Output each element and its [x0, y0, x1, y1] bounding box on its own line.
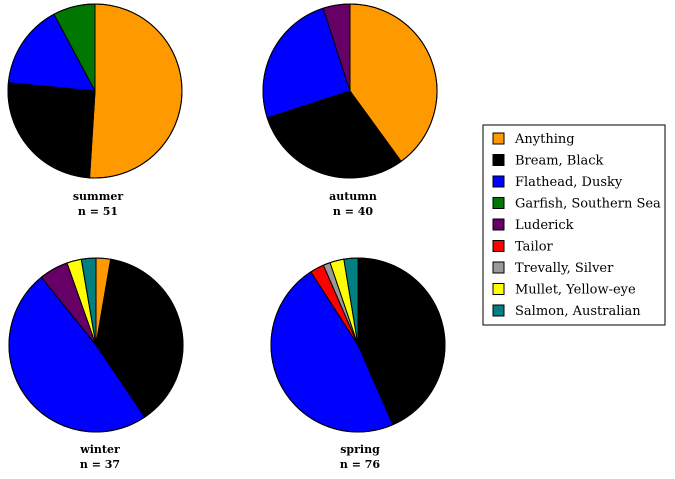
- pie-outline: [270, 257, 446, 433]
- legend-label: Flathead, Dusky: [515, 175, 623, 190]
- pie-title-spring: spring: [340, 443, 380, 456]
- legend-item: Anything: [492, 132, 575, 147]
- legend-swatch: [492, 261, 505, 274]
- legend-box: [482, 124, 666, 326]
- legend-item: Tailor: [492, 240, 554, 255]
- legend-label: Trevally, Silver: [515, 261, 614, 276]
- pie-n-spring: n = 76: [340, 458, 381, 471]
- legend-item: Salmon, Australian: [492, 304, 641, 319]
- pie-outline: [262, 3, 438, 179]
- pie-autumn: autumn n = 40: [262, 3, 438, 218]
- pie-slice-summer-anything: [89, 3, 183, 179]
- legend-swatch: [492, 197, 505, 209]
- pies-group: summer n = 51 autumn n = 40 winter n = 37 spri…: [7, 3, 446, 471]
- legend-label: Luderick: [515, 218, 574, 233]
- pie-title-summer: summer: [73, 190, 123, 203]
- legend-swatch: [492, 218, 505, 231]
- pie-outline: [8, 257, 184, 433]
- legend-label: Garfish, Southern Sea: [515, 197, 661, 212]
- legend-item: Mullet, Yellow-eye: [492, 283, 636, 298]
- pie-outline: [7, 3, 183, 179]
- pie-winter: winter n = 37: [8, 257, 184, 471]
- legend-label: Bream, Black: [515, 154, 604, 169]
- pie-summer: summer n = 51: [7, 3, 183, 218]
- pie-n-autumn: n = 40: [333, 205, 374, 218]
- legend-label: Tailor: [515, 240, 554, 255]
- legend-item: Bream, Black: [492, 154, 604, 169]
- legend-swatch: [492, 154, 505, 166]
- legend-label: Salmon, Australian: [515, 304, 641, 319]
- legend-label: Mullet, Yellow-eye: [515, 283, 636, 298]
- pie-slice-summer-bream-black: [7, 82, 96, 179]
- legend-item: Garfish, Southern Sea: [492, 197, 661, 212]
- pie-n-summer: n = 51: [78, 205, 118, 218]
- legend-item: Trevally, Silver: [492, 261, 614, 276]
- legend-item: Luderick: [492, 218, 574, 233]
- legend: Anything Bream, Black Flathead, Dusky Garfi…: [482, 124, 666, 326]
- legend-swatch: [492, 304, 505, 317]
- legend-label: Anything: [514, 132, 575, 147]
- legend-swatch: [492, 132, 505, 145]
- pie-spring: spring n = 76: [270, 257, 446, 471]
- pie-title-winter: winter: [79, 443, 120, 456]
- legend-swatch: [492, 175, 505, 188]
- pie-n-winter: n = 37: [80, 458, 120, 471]
- pie-title-autumn: autumn: [329, 190, 377, 203]
- legend-swatch: [492, 240, 505, 252]
- legend-item: Flathead, Dusky: [492, 175, 623, 190]
- legend-swatch: [492, 283, 505, 295]
